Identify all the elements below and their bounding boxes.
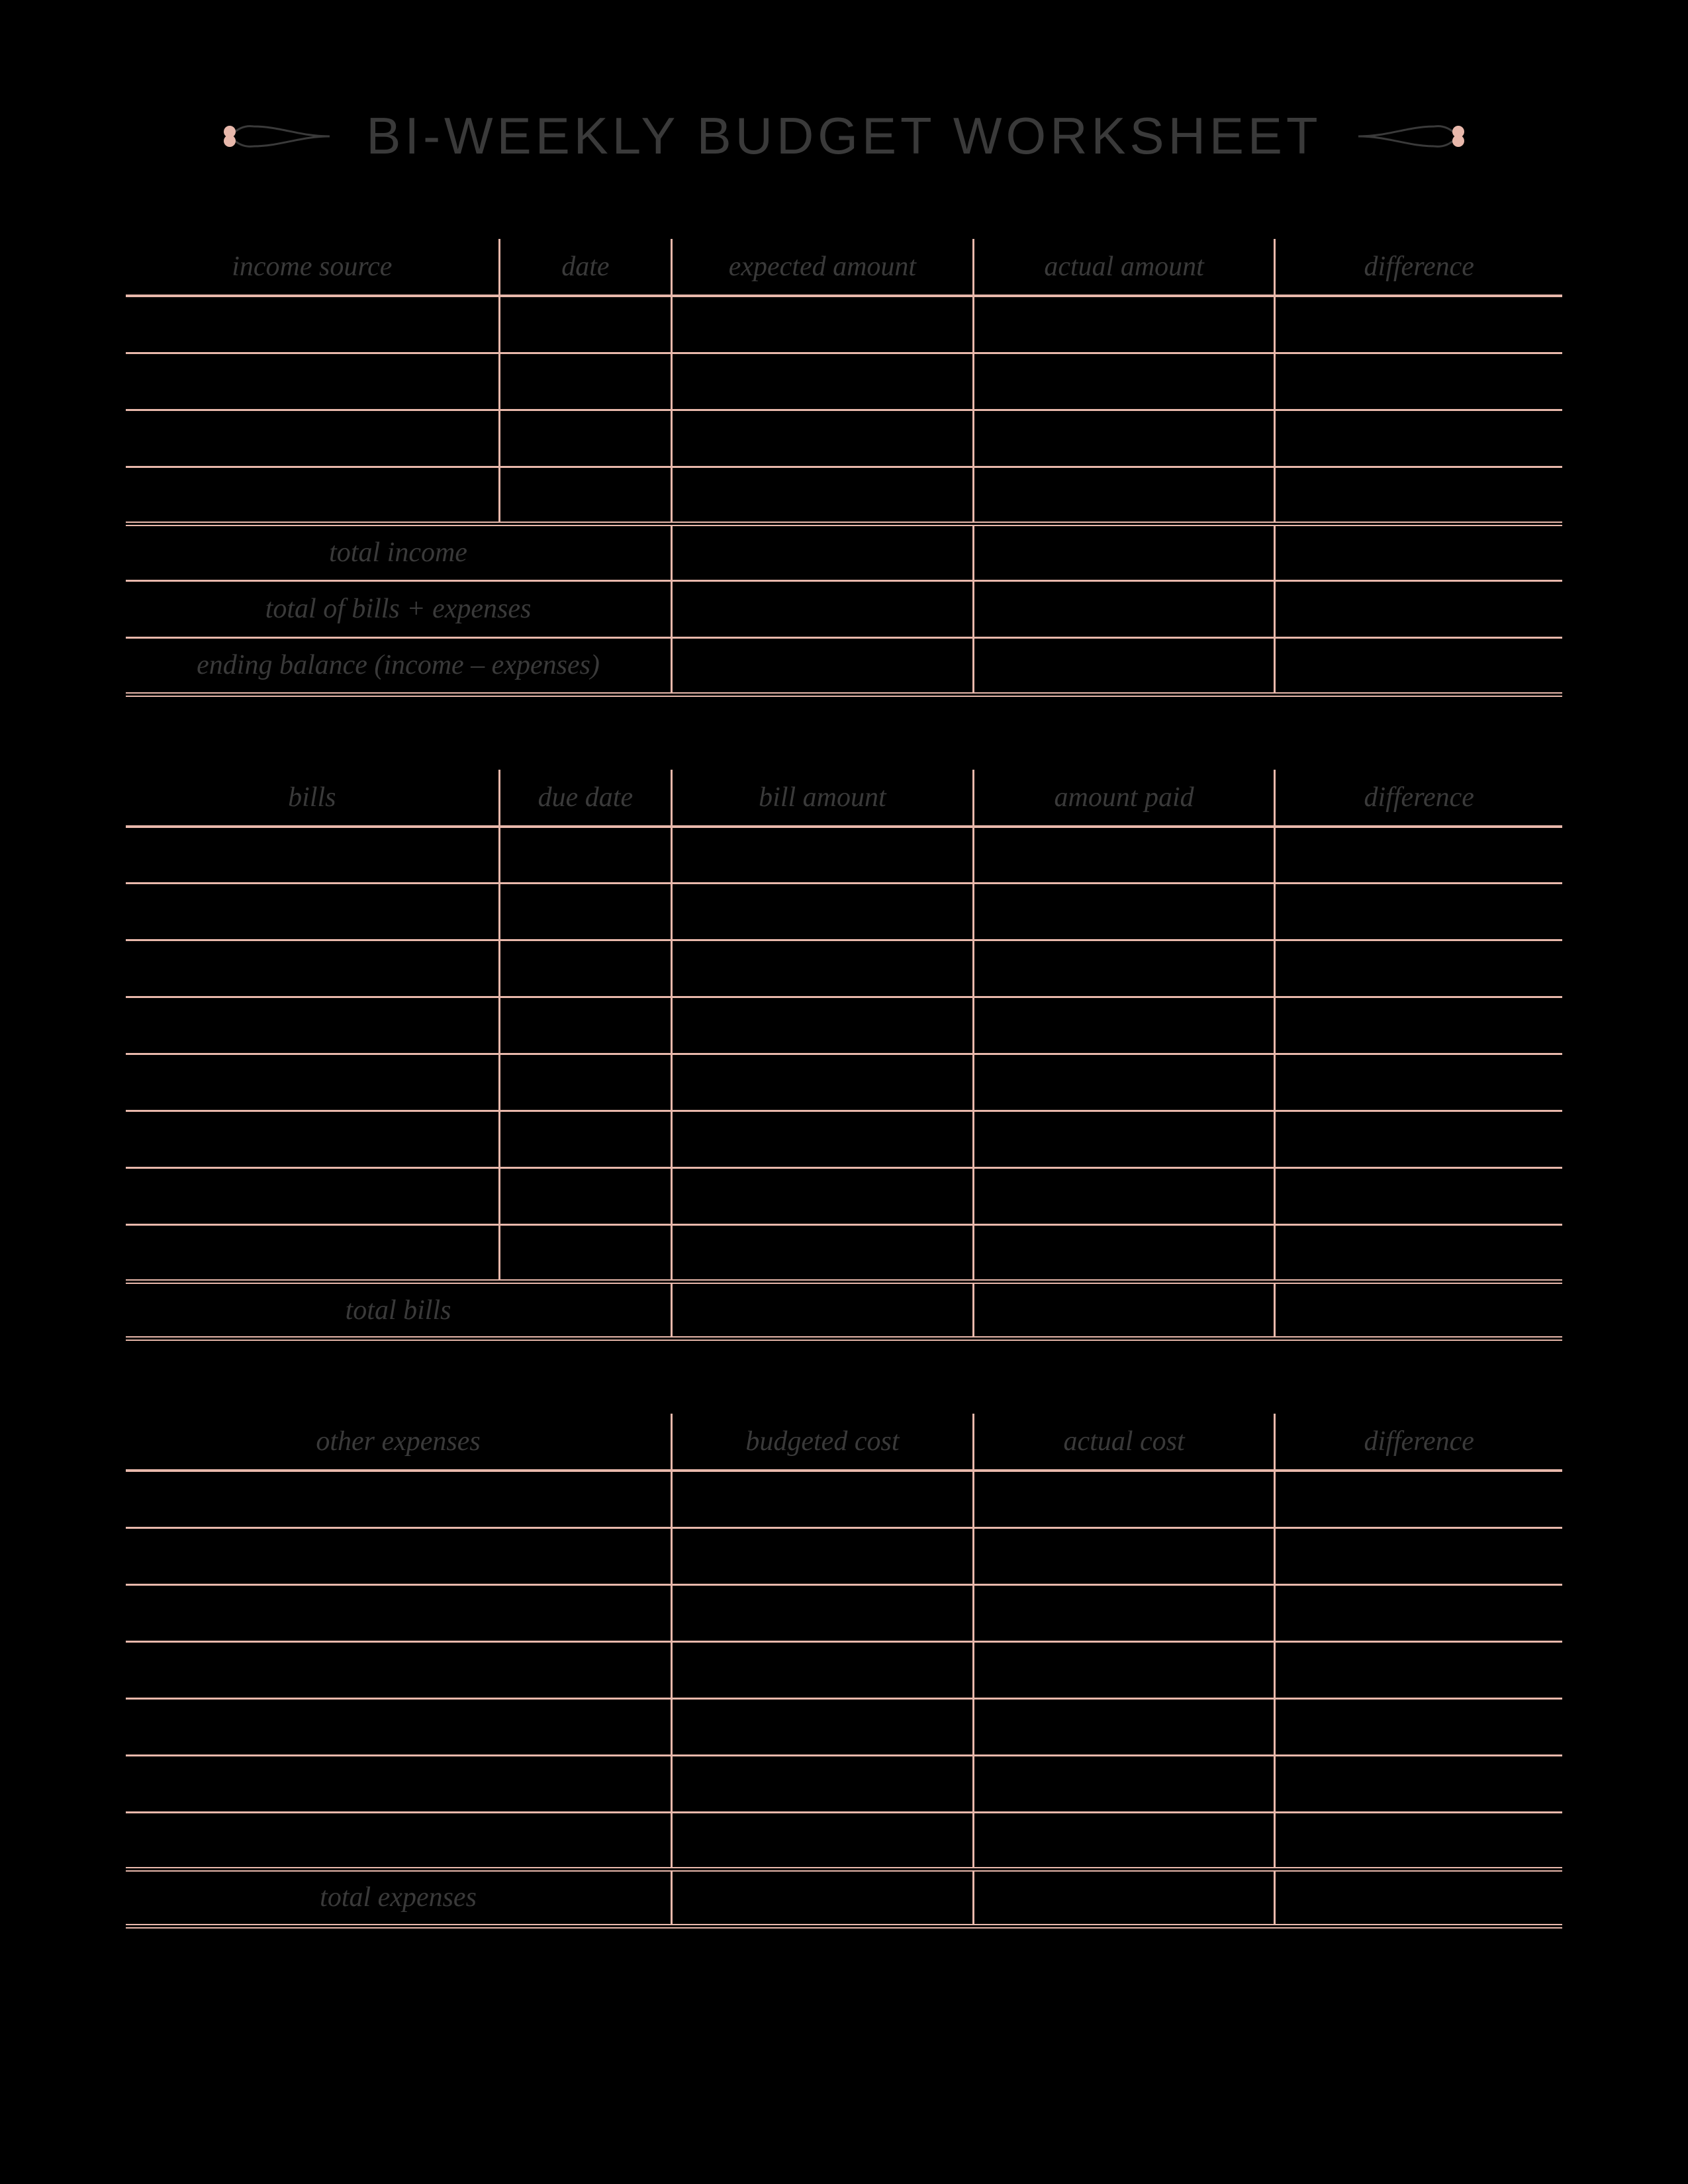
total-income-row: total income bbox=[126, 523, 1562, 580]
table-row[interactable] bbox=[126, 1641, 1562, 1698]
table-row[interactable] bbox=[126, 940, 1562, 997]
total-bills-expenses-row: total of bills + expenses bbox=[126, 580, 1562, 637]
bills-header-row: bills due date bill amount amount paid d… bbox=[126, 770, 1562, 827]
ending-balance-label: ending balance (income – expenses) bbox=[126, 637, 672, 694]
table-row[interactable] bbox=[126, 296, 1562, 353]
income-section: income source date expected amount actua… bbox=[126, 239, 1562, 697]
col-date: date bbox=[499, 239, 671, 296]
total-expenses-label: total expenses bbox=[126, 1869, 672, 1926]
table-row[interactable] bbox=[126, 884, 1562, 940]
table-row[interactable] bbox=[126, 410, 1562, 467]
col-difference: difference bbox=[1275, 770, 1562, 827]
expenses-table: other expenses budgeted cost actual cost… bbox=[126, 1414, 1562, 1929]
page-title-row: Bi-Weekly Budget Worksheet bbox=[126, 106, 1562, 166]
table-row[interactable] bbox=[126, 1755, 1562, 1812]
total-bills-expenses-label: total of bills + expenses bbox=[126, 580, 672, 637]
income-body: total income total of bills + expenses e… bbox=[126, 296, 1562, 694]
col-difference: difference bbox=[1275, 1414, 1562, 1471]
ending-balance-row: ending balance (income – expenses) bbox=[126, 637, 1562, 694]
table-row[interactable] bbox=[126, 1054, 1562, 1111]
col-expected: expected amount bbox=[672, 239, 974, 296]
expenses-header-row: other expenses budgeted cost actual cost… bbox=[126, 1414, 1562, 1471]
table-row[interactable] bbox=[126, 1527, 1562, 1584]
expenses-section: other expenses budgeted cost actual cost… bbox=[126, 1414, 1562, 1929]
col-bills: bills bbox=[126, 770, 499, 827]
table-row[interactable] bbox=[126, 467, 1562, 523]
col-budgeted-cost: budgeted cost bbox=[672, 1414, 974, 1471]
table-row[interactable] bbox=[126, 1471, 1562, 1527]
total-bills-row: total bills bbox=[126, 1282, 1562, 1339]
table-row[interactable] bbox=[126, 1584, 1562, 1641]
total-income-label: total income bbox=[126, 523, 672, 580]
col-other-expenses: other expenses bbox=[126, 1414, 672, 1471]
total-expenses-row: total expenses bbox=[126, 1869, 1562, 1926]
col-difference: difference bbox=[1275, 239, 1562, 296]
col-actual-cost: actual cost bbox=[973, 1414, 1275, 1471]
col-amount-paid: amount paid bbox=[973, 770, 1275, 827]
table-row[interactable] bbox=[126, 1111, 1562, 1168]
table-row[interactable] bbox=[126, 353, 1562, 410]
flourish-left-icon bbox=[207, 113, 333, 159]
table-row[interactable] bbox=[126, 1812, 1562, 1869]
income-header-row: income source date expected amount actua… bbox=[126, 239, 1562, 296]
col-actual: actual amount bbox=[973, 239, 1275, 296]
table-row[interactable] bbox=[126, 1698, 1562, 1755]
col-bill-amount: bill amount bbox=[672, 770, 974, 827]
expenses-body: total expenses bbox=[126, 1471, 1562, 1926]
bills-table: bills due date bill amount amount paid d… bbox=[126, 770, 1562, 1342]
flourish-right-icon bbox=[1355, 113, 1481, 159]
bills-body: total bills bbox=[126, 827, 1562, 1339]
bills-section: bills due date bill amount amount paid d… bbox=[126, 770, 1562, 1342]
table-row[interactable] bbox=[126, 827, 1562, 884]
total-bills-label: total bills bbox=[126, 1282, 672, 1339]
table-row[interactable] bbox=[126, 997, 1562, 1054]
table-row[interactable] bbox=[126, 1168, 1562, 1225]
col-income-source: income source bbox=[126, 239, 499, 296]
col-due-date: due date bbox=[499, 770, 671, 827]
income-table: income source date expected amount actua… bbox=[126, 239, 1562, 697]
page-title: Bi-Weekly Budget Worksheet bbox=[366, 106, 1321, 166]
table-row[interactable] bbox=[126, 1225, 1562, 1282]
